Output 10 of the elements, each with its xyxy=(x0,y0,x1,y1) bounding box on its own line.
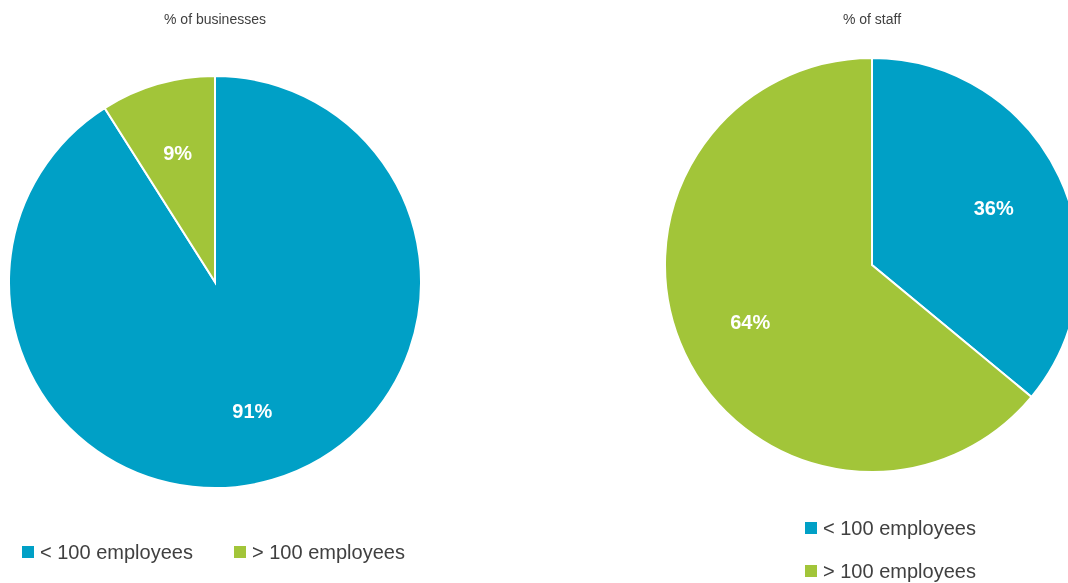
legend-label: < 100 employees xyxy=(40,541,193,563)
legend-label: > 100 employees xyxy=(252,541,405,563)
chart-title: % of staff xyxy=(842,11,902,27)
legend-label: > 100 employees xyxy=(823,560,976,582)
data-label: 9% xyxy=(163,142,193,165)
chart-title: % of businesses xyxy=(164,11,266,27)
legend-label: < 100 employees xyxy=(823,517,976,539)
data-label: 64% xyxy=(730,311,771,334)
data-label: 36% xyxy=(973,196,1014,219)
data-label: 91% xyxy=(232,399,273,422)
